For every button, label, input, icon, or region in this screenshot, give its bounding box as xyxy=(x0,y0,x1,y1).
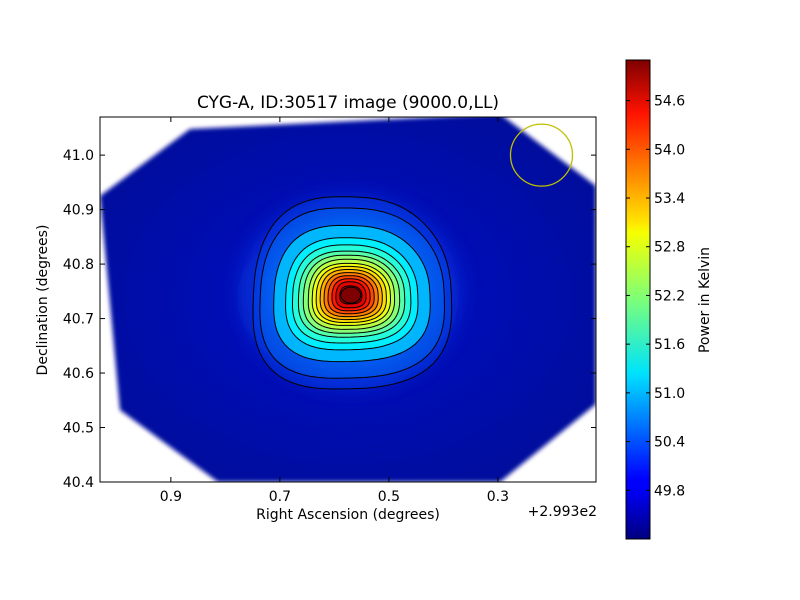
x-tick-label: 0.3 xyxy=(487,489,509,505)
y-tick-label: 40.9 xyxy=(63,203,94,219)
y-tick-label: 40.7 xyxy=(63,312,94,328)
colorbar-tick-label: 54.6 xyxy=(654,94,685,110)
y-tick-label: 40.5 xyxy=(63,421,94,437)
peak-marker xyxy=(340,286,362,304)
colorbar-tick-label: 51.0 xyxy=(654,386,685,402)
colorbar-tick-label: 54.0 xyxy=(654,142,685,158)
x-axis-offset-label: +2.993e2 xyxy=(528,504,597,520)
beam-circle xyxy=(509,123,574,187)
x-tick-label: 0.7 xyxy=(269,489,291,505)
colorbar-ticks: 49.8 50.4 51.0 51.6 52.2 52.8 53.4 54.0 54.6 xyxy=(626,94,685,499)
colorbar-tick-label: 49.8 xyxy=(654,483,685,499)
axes-frame xyxy=(99,116,597,483)
colorbar xyxy=(625,59,651,540)
heatmap-image xyxy=(100,117,596,482)
colorbar-tick-label: 51.6 xyxy=(654,337,685,353)
colorbar-tick-label: 53.4 xyxy=(654,191,685,207)
x-axis-label: Right Ascension (degrees) xyxy=(256,507,440,523)
colorbar-label: Power in Kelvin xyxy=(697,247,713,353)
y-axis-ticks: 40.4 40.5 40.6 40.7 40.8 40.9 41.0 xyxy=(63,148,596,491)
colorbar-tick-label: 50.4 xyxy=(654,435,685,451)
x-tick-label: 0.5 xyxy=(378,489,400,505)
colorbar-tick-label: 52.2 xyxy=(654,288,685,304)
y-tick-label: 40.8 xyxy=(63,257,94,273)
y-tick-label: 40.6 xyxy=(63,366,94,382)
y-tick-label: 40.4 xyxy=(63,475,94,491)
y-axis-label: Declination (degrees) xyxy=(35,225,51,376)
x-axis-ticks: 0.9 0.7 0.5 0.3 xyxy=(160,117,509,505)
chart-title: CYG-A, ID:30517 image (9000.0,LL) xyxy=(197,93,499,113)
x-tick-label: 0.9 xyxy=(160,489,182,505)
y-tick-label: 41.0 xyxy=(63,148,94,164)
colorbar-tick-label: 52.8 xyxy=(654,240,685,256)
contour-set xyxy=(252,196,453,390)
